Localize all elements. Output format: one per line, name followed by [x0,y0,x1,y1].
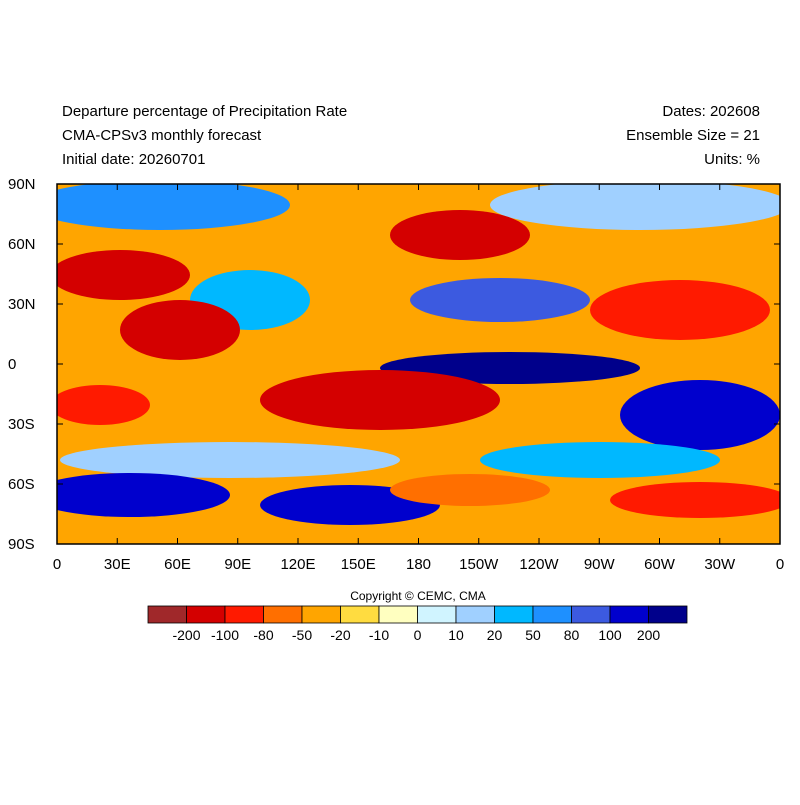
colorbar-box [571,605,611,624]
lon-label: 60E [164,556,191,573]
ensemble: Ensemble Size = 21 [626,127,760,144]
colorbar-label: -10 [369,627,389,643]
colorbar-label: 20 [487,627,503,643]
colorbar-label: 80 [564,627,580,643]
colorbar-label: -80 [253,627,273,643]
colorbar-label: 0 [414,627,422,643]
units: Units: % [704,151,760,168]
lat-label: 0 [8,356,16,373]
colorbar-box [224,605,264,624]
colorbar-label: 10 [448,627,464,643]
lon-label: 120E [280,556,315,573]
colorbar-box [494,605,534,624]
initial-date: Initial date: 20260701 [62,151,205,168]
lon-label: 60W [644,556,676,573]
colorbar-box [532,605,572,624]
lat-label: 60S [8,476,35,493]
copyright: Copyright © CEMC, CMA [350,589,486,603]
colorbar-label: -200 [172,627,200,643]
colorbar-box [186,605,226,624]
lat-label: 60N [8,236,36,253]
colorbar-label: -20 [330,627,350,643]
lat-label: 90N [8,176,36,193]
colorbar-label: -50 [292,627,312,643]
colorbar-box [378,605,418,624]
title: Departure percentage of Precipitation Ra… [62,103,347,120]
colorbar-label: -100 [211,627,239,643]
lon-label: 30E [104,556,131,573]
colorbar-box [455,605,495,624]
lon-label: 90W [584,556,616,573]
lat-label: 30N [8,296,36,313]
colorbar: -200 -100 -80 -50 -20 -10 0 10 20 50 80 100 200 [147,605,688,643]
lon-label: 150W [459,556,499,573]
colorbar-label: 200 [637,627,661,643]
dates: Dates: 202608 [662,103,760,120]
lon-label: 30W [704,556,736,573]
colorbar-label: 100 [598,627,622,643]
lon-label: 150E [341,556,376,573]
subtitle: CMA-CPSv3 monthly forecast [62,127,262,144]
colorbar-box [417,605,457,624]
precip-field [57,184,780,544]
lat-label: 30S [8,416,35,433]
lon-label: 120W [519,556,559,573]
map-ticks: 90N 60N 30N 0 30S 60S 90S 0 30E 60E 90E 120E 150E 180… [8,176,784,573]
lon-label: 90E [224,556,251,573]
colorbar-box [609,605,649,624]
colorbar-label: 50 [525,627,541,643]
colorbar-box [648,605,688,624]
lon-label: 0 [53,556,61,573]
colorbar-box [340,605,380,624]
colorbar-box [147,605,187,624]
colorbar-box [263,605,303,624]
lat-label: 90S [8,536,35,553]
lon-label: 0 [776,556,784,573]
colorbar-box [301,605,341,624]
lon-label: 180 [406,556,431,573]
